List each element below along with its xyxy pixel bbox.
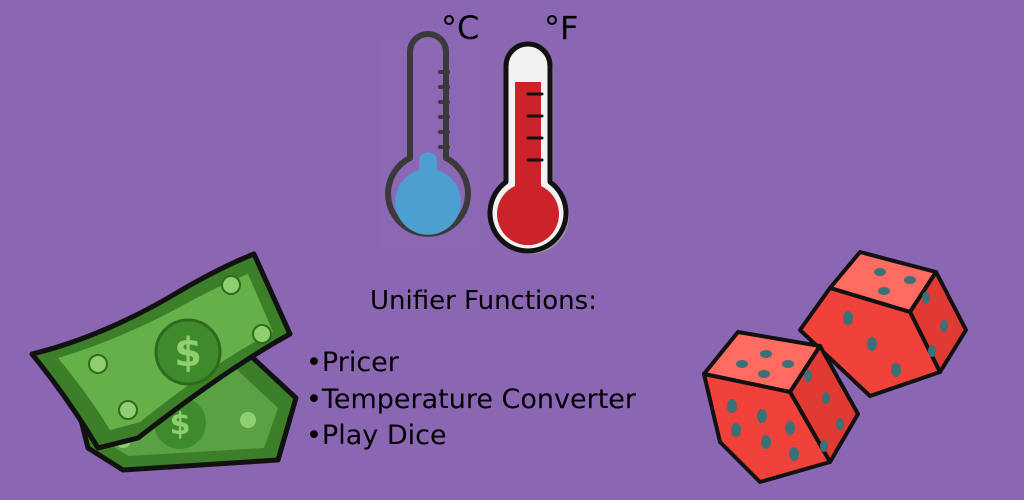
fahrenheit-label: °F (544, 9, 579, 47)
feature-item-temperature-converter: •Temperature Converter (306, 383, 637, 415)
page-heading: Unifier Functions: (370, 286, 597, 316)
feature-item-play-dice: •Play Dice (306, 420, 447, 451)
money-icon: $ $ (29, 251, 299, 473)
celsius-label: °C (441, 9, 480, 47)
feature-item-pricer: •Pricer (306, 347, 399, 378)
dice-icon (702, 250, 968, 484)
svg-text:$: $ (174, 330, 202, 376)
fahrenheit-thermometer-icon (487, 41, 569, 254)
svg-text:$: $ (170, 407, 191, 442)
feature-list: •Pricer •Temperature Converter •Play Dic… (306, 345, 636, 455)
celsius-thermometer-icon (380, 31, 480, 248)
